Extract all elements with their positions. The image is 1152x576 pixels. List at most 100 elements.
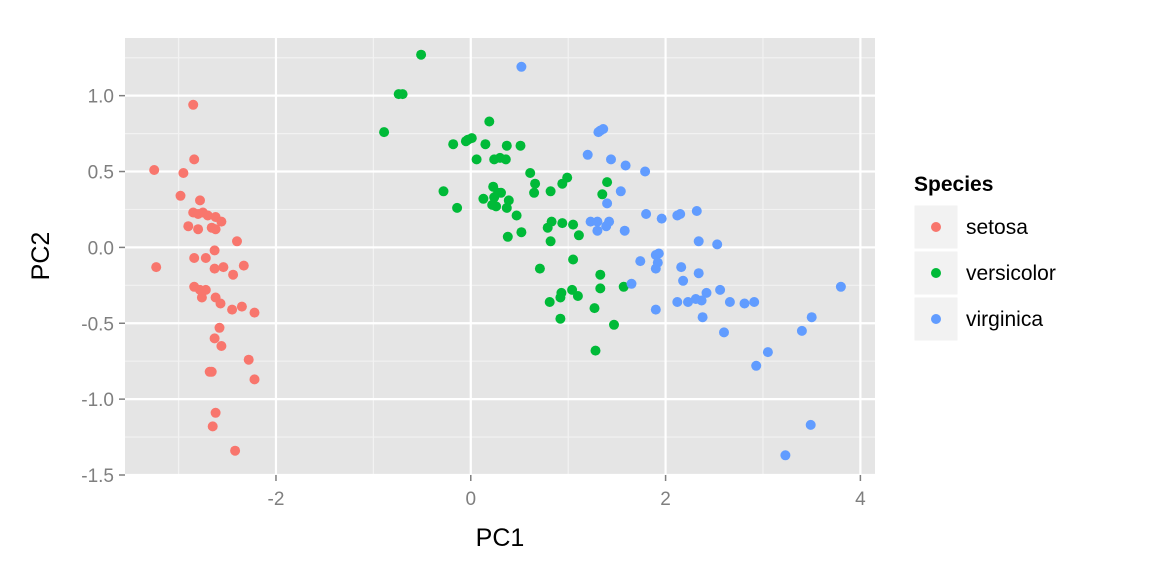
point-virginica [650,263,661,274]
point-virginica [676,262,687,273]
legend-label-versicolor: versicolor [966,262,1056,285]
point-virginica [619,225,630,236]
point-setosa [202,210,213,221]
point-setosa [216,216,227,227]
point-virginica [693,268,704,279]
point-versicolor [529,187,540,198]
point-setosa [236,301,247,312]
y-tick-label: -1.5 [81,466,114,487]
point-virginica [697,312,708,323]
point-setosa [188,99,199,110]
point-setosa [230,445,241,456]
legend-dot-versicolor [931,268,941,278]
point-setosa [209,333,220,344]
point-versicolor [501,202,512,213]
point-versicolor [448,139,459,150]
point-versicolor [515,140,526,151]
point-versicolor [595,269,606,280]
x-tick-label: 4 [855,489,866,510]
major-gridlines [125,38,875,477]
point-setosa [189,154,200,165]
point-virginica [796,325,807,336]
point-setosa [195,195,205,206]
point-virginica [640,166,651,177]
point-virginica [626,278,637,289]
point-setosa [238,260,249,271]
point-virginica [620,160,631,171]
point-versicolor [379,127,390,138]
point-virginica [749,297,760,307]
point-virginica [739,298,750,309]
point-versicolor [452,202,463,213]
point-versicolor [516,227,527,238]
point-versicolor [530,178,541,189]
point-virginica [724,297,735,307]
point-setosa [216,341,227,351]
point-versicolor [397,89,408,100]
point-versicolor [416,49,427,60]
point-setosa [175,190,186,201]
point-versicolor [478,193,489,204]
point-setosa [249,307,260,318]
point-virginica [712,239,723,250]
point-setosa [209,263,220,274]
y-axis-title: PC2 [27,232,55,281]
point-virginica [683,297,693,307]
point-versicolor [568,219,579,230]
point-versicolor [568,254,579,265]
point-versicolor [545,236,556,247]
point-setosa [193,224,204,235]
point-virginica [762,347,773,358]
point-virginica [582,149,593,160]
plot-panel [125,38,875,475]
y-tick-label: 1.0 [88,87,114,108]
point-setosa [193,209,204,219]
point-virginica [701,287,712,298]
point-versicolor [501,140,512,151]
point-virginica [592,225,603,236]
point-versicolor [618,281,629,292]
point-setosa [218,262,229,273]
point-versicolor [573,230,584,241]
point-virginica [690,294,701,304]
point-virginica [806,312,817,323]
point-virginica [719,327,729,338]
point-virginica [650,304,661,315]
point-versicolor [480,139,491,150]
legend-item-versicolor: versicolor [913,250,1056,296]
point-setosa [243,354,254,365]
y-tick-label: -0.5 [81,314,114,335]
point-versicolor [595,283,606,294]
point-setosa [227,304,238,315]
x-tick-label: 0 [465,489,476,510]
point-virginica [678,275,689,286]
point-setosa [200,284,211,295]
point-versicolor [597,189,608,200]
point-setosa [206,366,217,377]
point-virginica [592,216,603,227]
point-versicolor [557,178,568,189]
point-versicolor [544,297,555,307]
point-versicolor [484,116,495,127]
data-points [149,49,846,461]
x-axis-title: PC1 [476,524,525,552]
point-virginica [691,206,702,216]
point-versicolor [545,186,556,197]
point-versicolor [542,222,553,233]
point-virginica [598,124,609,134]
point-setosa [249,374,260,385]
point-setosa [215,298,226,309]
legend-dot-setosa [931,222,941,232]
point-versicolor [589,303,600,314]
legend-label-setosa: setosa [966,216,1028,239]
point-virginica [516,61,527,72]
y-axis-tick-labels: -1.5 -1.0 -0.5 0.0 0.5 1.0 [81,87,114,487]
point-versicolor [555,313,566,324]
point-virginica [672,297,683,307]
point-setosa [210,224,221,235]
point-virginica [615,186,626,197]
point-virginica [751,360,762,371]
point-virginica [602,198,613,209]
x-tick-label: -2 [268,489,285,510]
